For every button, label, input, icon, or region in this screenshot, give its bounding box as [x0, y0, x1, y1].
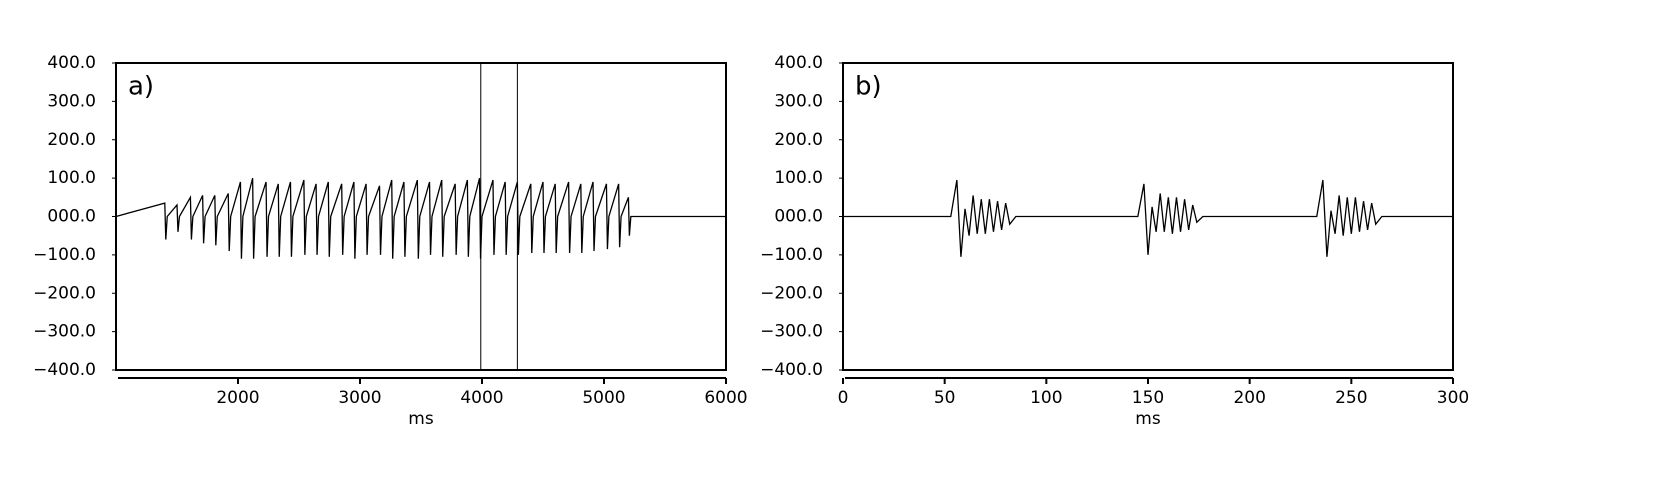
x-axis-label: ms [408, 409, 434, 429]
y-tick-label: −200.0 [760, 283, 823, 303]
y-tick-label: 200.0 [47, 130, 96, 150]
y-tick-label: 300.0 [47, 91, 96, 111]
y-tick-label: −100.0 [33, 245, 96, 265]
panel-label: b) [855, 72, 882, 102]
y-tick-label: 400.0 [47, 53, 96, 73]
x-tick-label: 100 [1030, 388, 1062, 408]
waveform [115, 177, 726, 259]
x-tick-label: 200 [1233, 388, 1265, 408]
x-tick-label: 3000 [338, 388, 381, 408]
x-tick-label: 300 [1437, 388, 1469, 408]
y-tick-label: −100.0 [760, 245, 823, 265]
x-tick-label: 2000 [216, 388, 259, 408]
x-tick-label: 4000 [460, 388, 503, 408]
y-tick-label: −300.0 [33, 322, 96, 342]
y-tick-label: 000.0 [774, 207, 823, 227]
y-tick-label: 100.0 [774, 168, 823, 188]
x-tick-label: 5000 [582, 388, 625, 408]
panel-label: a) [128, 72, 154, 102]
x-tick-label: 0 [838, 388, 849, 408]
y-tick-label: −200.0 [33, 283, 96, 303]
y-tick-label: 000.0 [47, 207, 96, 227]
y-tick-label: −400.0 [33, 360, 96, 380]
x-tick-label: 6000 [704, 388, 747, 408]
y-tick-label: 200.0 [774, 130, 823, 150]
y-tick-label: −400.0 [760, 360, 823, 380]
waveform [843, 179, 1453, 257]
y-tick-label: 100.0 [47, 168, 96, 188]
x-tick-label: 150 [1132, 388, 1164, 408]
y-tick-label: −300.0 [760, 322, 823, 342]
x-tick-label: 250 [1335, 388, 1367, 408]
x-tick-label: 50 [934, 388, 956, 408]
y-tick-label: 300.0 [774, 91, 823, 111]
y-tick-label: 400.0 [774, 53, 823, 73]
x-axis-label: ms [1135, 409, 1161, 429]
